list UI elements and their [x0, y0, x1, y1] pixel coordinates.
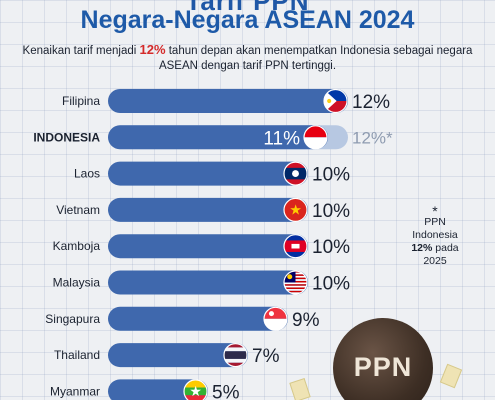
value-label: 10%: [312, 237, 350, 258]
subtitle-highlight: 12%: [139, 42, 166, 57]
footnote-line1: PPN: [424, 216, 446, 228]
svg-text:★: ★: [189, 384, 201, 399]
category-label: Myanmar: [50, 384, 100, 398]
bar: [108, 343, 248, 368]
projected-value-label: 12%*: [352, 128, 393, 147]
indonesia-flag-icon: [303, 125, 328, 150]
value-label: 10%: [312, 274, 350, 295]
bar: [108, 306, 288, 331]
money-bag-icon: [333, 318, 433, 400]
category-label: Thailand: [54, 348, 100, 362]
category-label: Vietnam: [56, 203, 100, 217]
footnote-star: *: [432, 203, 438, 219]
category-label: Malaysia: [53, 276, 101, 290]
subtitle-post: tahun depan akan menempatkan Indonesia s…: [158, 45, 473, 72]
subtitle: Kenaikan tarif menjadi 12% tahun depan a…: [20, 42, 475, 74]
category-label: Kamboja: [53, 239, 101, 253]
value-label: 7%: [252, 346, 280, 367]
thailand-flag-icon: [223, 343, 248, 368]
title-top: Tarif PPN: [185, 0, 310, 16]
footnote: * PPN Indonesia 12% pada 2025: [395, 203, 475, 268]
cambodia-flag-icon: [283, 234, 308, 259]
laos-flag-icon: [283, 161, 308, 186]
subtitle-pre: Kenaikan tarif menjadi: [22, 45, 140, 57]
bar: [108, 161, 308, 186]
value-label: 11%: [263, 128, 300, 149]
value-label: 10%: [312, 165, 350, 186]
svg-text:★: ★: [289, 203, 301, 218]
malaysia-flag-icon: [283, 270, 308, 295]
category-label: Singapura: [45, 312, 100, 326]
page-title: Negara-Negara ASEAN 2024: [80, 6, 415, 34]
ppn-badge-label: PPN: [353, 352, 413, 382]
footnote-line4: pada: [435, 242, 459, 254]
bar: [108, 270, 308, 295]
category-label: Laos: [74, 167, 100, 181]
value-label: 5%: [212, 382, 240, 400]
value-label: 9%: [292, 310, 320, 331]
bar: [108, 197, 308, 222]
bar: [108, 379, 208, 400]
bar: [108, 89, 348, 113]
myanmar-flag-icon: ★: [183, 379, 208, 400]
philippines-flag-icon: [323, 88, 348, 114]
value-label: 10%: [312, 201, 350, 222]
footnote-line2: Indonesia: [412, 229, 458, 241]
value-label: 12%: [352, 92, 390, 113]
bar: [108, 234, 308, 259]
footnote-line5: 2025: [423, 255, 447, 267]
category-label: INDONESIA: [33, 130, 100, 144]
footnote-line3: 12%: [411, 242, 433, 254]
vietnam-flag-icon: ★: [283, 197, 308, 222]
category-label: Filipina: [62, 94, 100, 108]
bar: [108, 125, 328, 150]
singapore-flag-icon: [263, 306, 288, 331]
